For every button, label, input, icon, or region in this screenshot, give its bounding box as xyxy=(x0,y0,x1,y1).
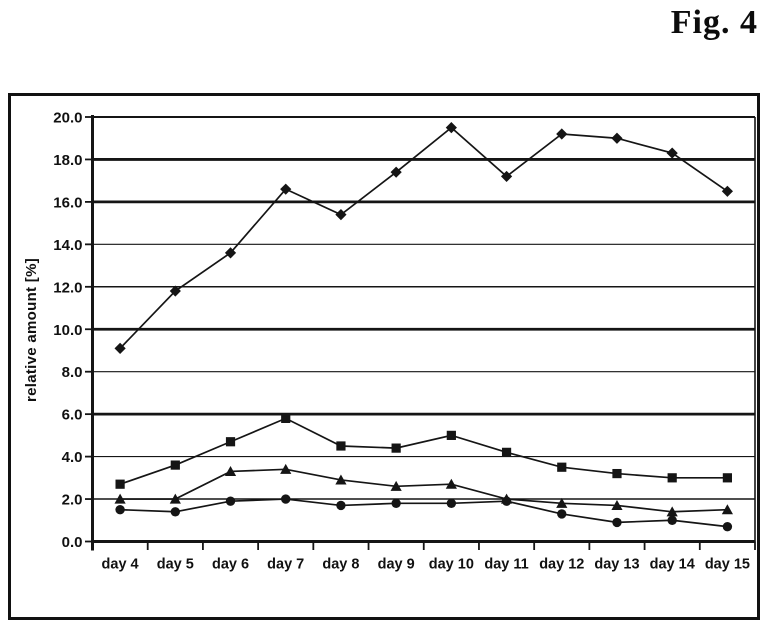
line-chart: 0.0 2.0 4.0 6.0 8.0 10.0 12.0 14.0 16.0 18.0 20.0 d… xyxy=(23,110,756,573)
series-line-square xyxy=(119,417,728,485)
marker-triangle-0 xyxy=(114,493,126,504)
marker-square-3 xyxy=(281,413,291,423)
x-category-label-11: day 15 xyxy=(705,557,750,573)
y-tick-label-4: 4.0 xyxy=(62,449,83,466)
y-tick-label-6: 6.0 xyxy=(62,407,83,424)
marker-circle-1 xyxy=(170,507,181,517)
marker-circle-6 xyxy=(446,498,457,508)
marker-circle-0 xyxy=(115,504,125,515)
y-tick-label-0: 0.0 xyxy=(62,534,83,551)
marker-circle-9 xyxy=(612,517,622,528)
marker-circle-2 xyxy=(225,496,236,506)
marker-square-1 xyxy=(170,460,180,470)
y-tick-label-20: 20.0 xyxy=(53,110,82,127)
series-line-diamond xyxy=(119,126,728,349)
marker-triangle-9 xyxy=(611,500,623,511)
marker-diamond-9 xyxy=(611,132,623,144)
x-category-label-6: day 10 xyxy=(429,557,474,573)
marker-circle-10 xyxy=(667,515,677,525)
marker-square-8 xyxy=(557,462,567,472)
x-category-label-4: day 8 xyxy=(322,557,359,573)
figure-label: Fig. 4 xyxy=(670,4,758,41)
x-category-label-2: day 6 xyxy=(212,557,249,573)
marker-triangle-1 xyxy=(169,493,181,504)
y-tick-label-14: 14.0 xyxy=(53,237,82,254)
marker-circle-11 xyxy=(722,521,733,532)
x-category-label-3: day 7 xyxy=(267,557,304,573)
x-category-label-7: day 11 xyxy=(484,557,528,573)
y-tick-label-12: 12.0 xyxy=(53,279,82,296)
marker-diamond-11 xyxy=(721,185,733,197)
marker-triangle-6 xyxy=(445,478,457,489)
y-tick-label-10: 10.0 xyxy=(53,322,82,339)
marker-triangle-3 xyxy=(280,463,292,474)
y-tick-label-18: 18.0 xyxy=(53,152,82,169)
series-line-triangle xyxy=(120,468,728,513)
marker-triangle-2 xyxy=(224,466,237,477)
marker-circle-4 xyxy=(336,500,346,511)
marker-square-0 xyxy=(115,479,125,489)
marker-triangle-10 xyxy=(666,506,678,517)
marker-diamond-6 xyxy=(445,122,457,134)
marker-triangle-5 xyxy=(390,480,402,491)
x-category-label-8: day 12 xyxy=(539,557,584,573)
marker-triangle-8 xyxy=(556,497,568,508)
x-category-label-1: day 5 xyxy=(157,557,194,573)
y-tick-label-2: 2.0 xyxy=(62,492,83,509)
marker-diamond-8 xyxy=(556,128,568,140)
marker-diamond-2 xyxy=(224,247,237,259)
marker-square-7 xyxy=(501,447,512,457)
gridlines-group xyxy=(92,116,755,500)
marker-square-11 xyxy=(722,473,732,483)
marker-diamond-3 xyxy=(280,183,292,195)
marker-square-5 xyxy=(391,443,401,453)
marker-square-4 xyxy=(336,441,346,451)
marker-circle-8 xyxy=(557,509,567,519)
marker-square-2 xyxy=(225,437,236,447)
marker-triangle-4 xyxy=(335,474,347,485)
marker-square-10 xyxy=(667,473,677,483)
x-category-label-9: day 13 xyxy=(594,557,639,573)
series-line-circle xyxy=(120,498,728,528)
marker-triangle-11 xyxy=(721,504,733,515)
y-axis-title: relative amount [%] xyxy=(23,258,40,402)
marker-diamond-5 xyxy=(390,166,402,178)
marker-circle-3 xyxy=(281,494,291,504)
axes-group xyxy=(85,115,756,551)
series-group xyxy=(114,122,733,532)
marker-diamond-7 xyxy=(500,170,513,183)
marker-diamond-10 xyxy=(666,147,678,159)
chart-frame: 0.0 2.0 4.0 6.0 8.0 10.0 12.0 14.0 16.0 18.0 20.0 d… xyxy=(8,93,760,620)
marker-circle-5 xyxy=(391,498,401,508)
x-category-label-5: day 9 xyxy=(378,557,415,573)
y-tick-label-8: 8.0 xyxy=(62,364,83,381)
marker-diamond-4 xyxy=(335,209,347,221)
y-tick-label-16: 16.0 xyxy=(53,194,82,211)
x-category-label-10: day 14 xyxy=(650,557,695,573)
marker-square-9 xyxy=(612,468,622,479)
axis-labels-group: 0.0 2.0 4.0 6.0 8.0 10.0 12.0 14.0 16.0 18.0 20.0 d… xyxy=(53,110,750,573)
marker-circle-7 xyxy=(501,496,512,506)
marker-square-6 xyxy=(446,430,456,440)
x-category-label-0: day 4 xyxy=(102,557,139,573)
